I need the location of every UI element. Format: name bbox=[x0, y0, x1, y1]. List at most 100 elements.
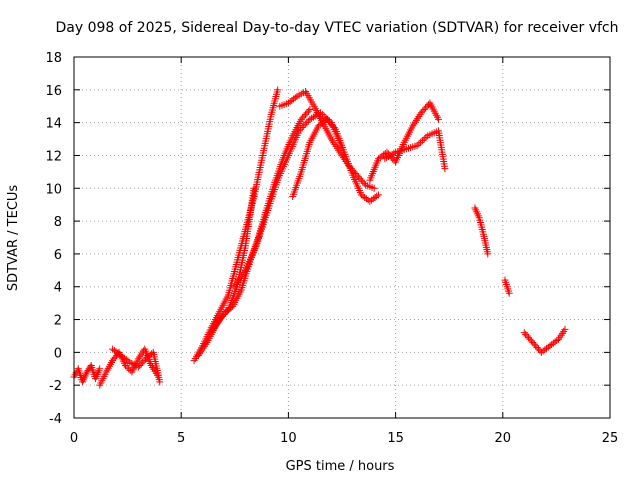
data-point bbox=[386, 151, 394, 159]
data-layer bbox=[70, 86, 569, 389]
y-tick-label: 10 bbox=[45, 182, 62, 197]
data-point bbox=[123, 363, 131, 371]
data-point bbox=[222, 309, 230, 317]
data-point bbox=[308, 114, 316, 122]
data-point bbox=[415, 140, 423, 148]
series-mid-arc bbox=[289, 115, 382, 205]
series-rise-4 bbox=[231, 109, 346, 291]
data-point bbox=[295, 127, 303, 135]
data-point bbox=[484, 250, 492, 258]
data-point bbox=[360, 179, 368, 187]
data-point bbox=[297, 125, 305, 133]
data-point bbox=[136, 361, 144, 369]
data-point bbox=[527, 337, 535, 345]
y-tick-label: -2 bbox=[49, 379, 62, 394]
data-point bbox=[306, 115, 314, 123]
data-point bbox=[381, 155, 389, 163]
data-point bbox=[441, 165, 449, 173]
y-tick-label: 2 bbox=[54, 314, 62, 329]
x-tick-label: 0 bbox=[70, 431, 78, 446]
data-point bbox=[299, 114, 307, 122]
data-point bbox=[323, 115, 331, 123]
data-point bbox=[250, 184, 258, 192]
series-tail-3 bbox=[520, 325, 569, 356]
data-point bbox=[330, 124, 338, 132]
data-point bbox=[124, 357, 132, 365]
data-point bbox=[420, 135, 428, 143]
series-early-arc-1 bbox=[70, 361, 104, 386]
data-point bbox=[327, 120, 335, 128]
data-point bbox=[533, 343, 541, 351]
y-tick-label: 18 bbox=[45, 51, 62, 66]
data-point bbox=[523, 332, 531, 340]
y-tick-label: 8 bbox=[54, 215, 62, 230]
data-point bbox=[303, 109, 311, 117]
data-point bbox=[359, 178, 367, 186]
data-point bbox=[390, 149, 398, 157]
y-tick-label: 0 bbox=[54, 346, 62, 361]
data-point bbox=[530, 340, 538, 348]
data-point bbox=[525, 334, 533, 342]
data-point bbox=[139, 358, 147, 366]
tick-layer: 0 5 10 15 20 25 -4 -2 0 2 4 6 8 10 12 14 16 18 bbox=[45, 51, 618, 446]
data-point bbox=[300, 112, 308, 120]
data-point bbox=[388, 150, 396, 158]
data-point bbox=[422, 104, 430, 112]
data-point bbox=[374, 191, 382, 199]
data-point bbox=[324, 117, 332, 125]
series-early-arc-3 bbox=[109, 345, 164, 386]
data-point bbox=[553, 337, 561, 345]
chart-title: Day 098 of 2025, Sidereal Day-to-day VTE… bbox=[55, 20, 618, 36]
data-point bbox=[96, 365, 104, 373]
data-point bbox=[125, 365, 133, 373]
y-tick-label: 14 bbox=[45, 117, 62, 132]
data-point bbox=[301, 120, 309, 128]
plot-frame bbox=[73, 56, 611, 419]
data-point bbox=[370, 184, 378, 192]
data-point bbox=[329, 122, 337, 130]
data-point bbox=[134, 363, 142, 371]
data-point bbox=[141, 355, 149, 363]
x-tick-label: 15 bbox=[387, 431, 404, 446]
data-point bbox=[219, 312, 227, 320]
data-point bbox=[298, 124, 306, 132]
data-point bbox=[156, 378, 164, 386]
data-point bbox=[529, 339, 537, 347]
y-tick-label: 6 bbox=[54, 248, 62, 263]
data-point bbox=[520, 329, 528, 337]
series-tail-2 bbox=[501, 276, 513, 297]
data-point bbox=[357, 176, 365, 184]
data-point bbox=[309, 113, 317, 121]
data-point bbox=[291, 94, 299, 102]
data-point bbox=[304, 107, 312, 115]
y-axis-label: SDTVAR / TECUs bbox=[6, 185, 21, 292]
data-point bbox=[300, 122, 308, 130]
data-point bbox=[384, 153, 392, 161]
data-point bbox=[297, 115, 305, 123]
y-tick-label: 12 bbox=[45, 149, 62, 164]
data-point bbox=[417, 109, 425, 117]
data-point bbox=[522, 330, 530, 338]
y-tick-label: 4 bbox=[54, 281, 62, 296]
data-point bbox=[140, 357, 148, 365]
data-point bbox=[302, 110, 310, 118]
series-late-arc-2 bbox=[381, 127, 449, 173]
data-point bbox=[526, 335, 534, 343]
data-point bbox=[223, 307, 231, 315]
data-point bbox=[417, 138, 425, 146]
data-point bbox=[303, 119, 311, 127]
series-late-arc-1 bbox=[366, 99, 442, 184]
data-point bbox=[373, 192, 381, 200]
x-axis-label: GPS time / hours bbox=[286, 459, 395, 474]
data-point bbox=[306, 106, 314, 114]
data-point bbox=[352, 170, 360, 178]
data-point bbox=[535, 345, 543, 353]
data-point bbox=[422, 133, 430, 141]
data-point bbox=[137, 360, 145, 368]
data-point bbox=[326, 119, 334, 127]
data-point bbox=[418, 137, 426, 145]
data-point bbox=[420, 106, 428, 114]
data-point bbox=[532, 342, 540, 350]
data-point bbox=[423, 102, 431, 110]
